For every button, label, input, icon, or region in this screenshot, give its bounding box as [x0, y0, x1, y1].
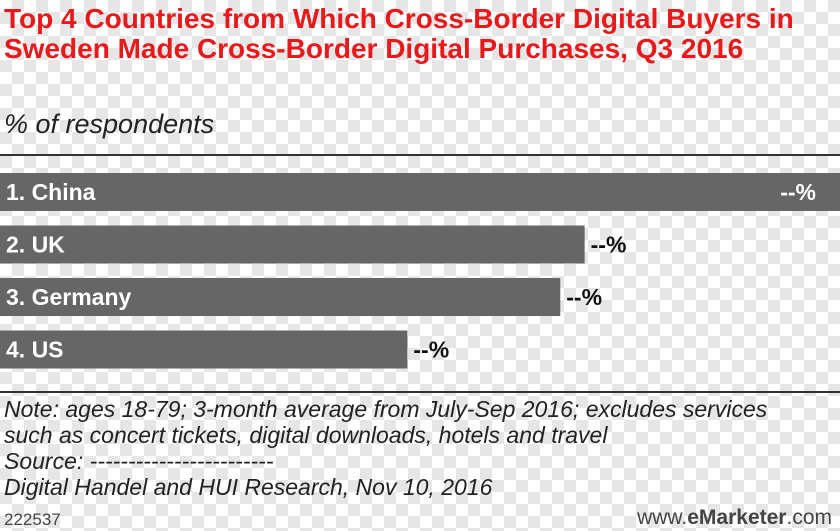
bar-category-label: 2. UK	[6, 232, 65, 258]
brand-logo: www.eMarketer.com	[637, 506, 832, 530]
source-text: Digital Handel and HUI Research, Nov 10,…	[4, 474, 493, 500]
bar-2	[0, 225, 585, 264]
bottom-divider	[0, 391, 840, 393]
bar-value-label: --%	[413, 337, 449, 363]
brand-suffix: .com	[786, 506, 832, 529]
chart-title: Top 4 Countries from Which Cross-Border …	[4, 3, 794, 64]
bar-value-label: --%	[780, 179, 816, 205]
top-divider	[0, 154, 840, 156]
brand-bold: eMarketer	[687, 506, 787, 529]
chart-notes: Note: ages 18-79; 3-month average from J…	[4, 396, 834, 500]
chart-id: 222537	[4, 510, 61, 529]
bar-4	[0, 330, 408, 369]
bar-category-label: 3. Germany	[6, 284, 131, 310]
note-line-1: Note: ages 18-79; 3-month average from J…	[4, 396, 768, 422]
bar-value-label: --%	[566, 284, 602, 310]
bar-3	[0, 278, 561, 316]
bar-chart: 1. China --% 2. UK --% 3. Germany --% 4. US --%	[0, 173, 840, 369]
source-label: Source: ------------------------	[4, 448, 274, 474]
brand-prefix: www.	[637, 506, 688, 529]
note-line-2: such as concert tickets, digital downloa…	[4, 422, 608, 448]
bar-1	[0, 173, 840, 211]
bar-value-label: --%	[591, 232, 627, 258]
bar-category-label: 4. US	[6, 337, 64, 363]
chart-subtitle: % of respondents	[4, 109, 215, 139]
bar-category-label: 1. China	[6, 179, 96, 205]
